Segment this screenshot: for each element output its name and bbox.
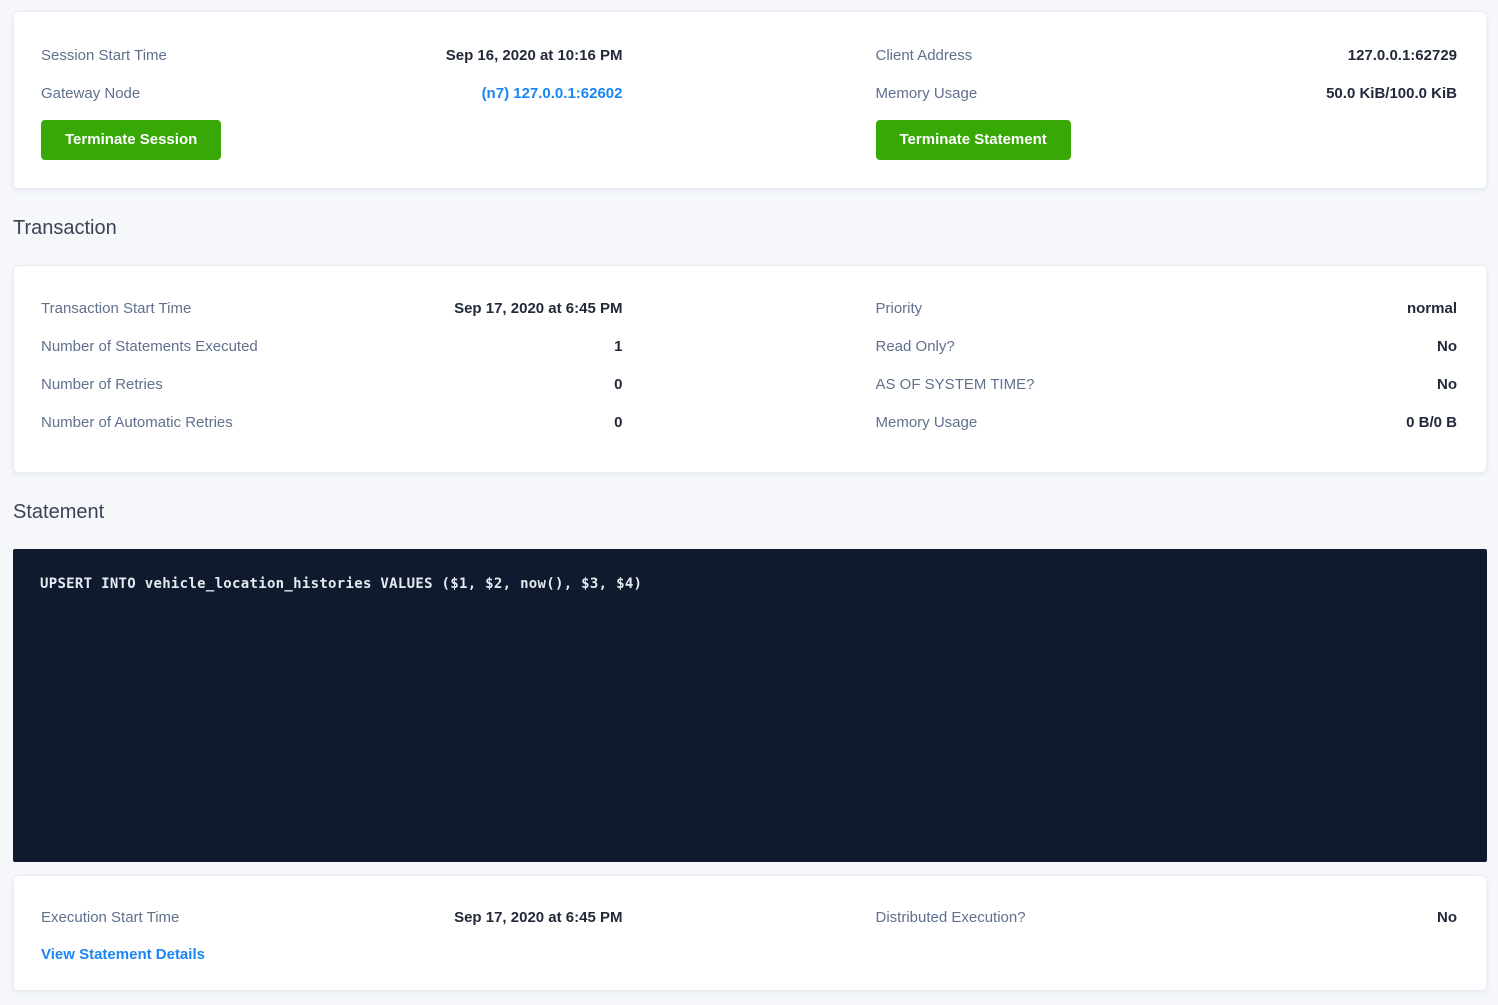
session-memory-usage-row: Memory Usage 50.0 KiB/100.0 KiB <box>876 74 1458 112</box>
sql-statement-text: UPSERT INTO vehicle_location_histories V… <box>40 576 643 592</box>
session-start-time-row: Session Start Time Sep 16, 2020 at 10:16… <box>41 36 623 74</box>
automatic-retries-row: Number of Automatic Retries 0 <box>41 403 623 441</box>
as-of-system-time-row: AS OF SYSTEM TIME? No <box>876 365 1458 403</box>
transaction-card: Transaction Start Time Sep 17, 2020 at 6… <box>13 265 1487 473</box>
automatic-retries-label: Number of Automatic Retries <box>41 413 233 431</box>
execution-start-time-label: Execution Start Time <box>41 908 180 926</box>
transaction-start-time-value: Sep 17, 2020 at 6:45 PM <box>454 299 623 317</box>
statement-details-link-row: View Statement Details <box>41 936 1457 972</box>
read-only-label: Read Only? <box>875 337 955 355</box>
terminate-session-button[interactable]: Terminate Session <box>41 120 222 160</box>
transaction-left-column: Transaction Start Time Sep 17, 2020 at 6… <box>41 289 623 441</box>
automatic-retries-value: 0 <box>614 413 623 431</box>
session-start-time-value: Sep 16, 2020 at 10:16 PM <box>445 46 623 64</box>
session-start-time-label: Session Start Time <box>41 46 167 64</box>
distributed-execution-label: Distributed Execution? <box>875 908 1026 926</box>
retries-label: Number of Retries <box>41 375 163 393</box>
distributed-execution-value: No <box>1437 908 1457 926</box>
execution-details-card: Execution Start Time Sep 17, 2020 at 6:4… <box>13 875 1487 991</box>
gateway-node-link[interactable]: (n7) 127.0.0.1:62602 <box>481 84 623 102</box>
execution-start-time-value: Sep 17, 2020 at 6:45 PM <box>454 908 623 926</box>
session-columns: Session Start Time Sep 16, 2020 at 10:16… <box>41 36 1457 160</box>
client-address-row: Client Address 127.0.0.1:62729 <box>876 36 1458 74</box>
transaction-memory-usage-label: Memory Usage <box>875 413 978 431</box>
terminate-statement-button[interactable]: Terminate Statement <box>875 120 1071 160</box>
session-memory-usage-label: Memory Usage <box>875 84 978 102</box>
priority-row: Priority normal <box>876 289 1458 327</box>
client-address-label: Client Address <box>875 46 973 64</box>
transaction-section-title: Transaction <box>13 217 117 239</box>
retries-row: Number of Retries 0 <box>41 365 623 403</box>
statements-executed-value: 1 <box>614 337 623 355</box>
session-left-column: Session Start Time Sep 16, 2020 at 10:16… <box>41 36 623 160</box>
gateway-node-label: Gateway Node <box>41 84 141 102</box>
read-only-value: No <box>1437 337 1457 355</box>
transaction-columns: Transaction Start Time Sep 17, 2020 at 6… <box>41 289 1457 441</box>
retries-value: 0 <box>614 375 623 393</box>
transaction-memory-usage-value: 0 B/0 B <box>1406 413 1457 431</box>
priority-label: Priority <box>875 299 923 317</box>
transaction-memory-usage-row: Memory Usage 0 B/0 B <box>876 403 1458 441</box>
distributed-execution-row: Distributed Execution? No <box>876 898 1458 936</box>
gateway-node-row: Gateway Node (n7) 127.0.0.1:62602 <box>41 74 623 112</box>
transaction-start-time-label: Transaction Start Time <box>41 299 192 317</box>
read-only-row: Read Only? No <box>876 327 1458 365</box>
client-address-value: 127.0.0.1:62729 <box>1347 46 1457 64</box>
priority-value: normal <box>1406 299 1457 317</box>
transaction-start-time-row: Transaction Start Time Sep 17, 2020 at 6… <box>41 289 623 327</box>
sql-statement-box: UPSERT INTO vehicle_location_histories V… <box>13 549 1487 862</box>
statements-executed-row: Number of Statements Executed 1 <box>41 327 623 365</box>
as-of-system-time-value: No <box>1437 375 1457 393</box>
transaction-right-column: Priority normal Read Only? No AS OF SYST… <box>876 289 1458 441</box>
execution-columns: Execution Start Time Sep 17, 2020 at 6:4… <box>41 898 1457 936</box>
statements-executed-label: Number of Statements Executed <box>41 337 258 355</box>
session-memory-usage-value: 50.0 KiB/100.0 KiB <box>1326 84 1457 102</box>
session-right-column: Client Address 127.0.0.1:62729 Memory Us… <box>875 36 1458 160</box>
statement-section-title: Statement <box>13 501 105 523</box>
view-statement-details-link[interactable]: View Statement Details <box>41 945 205 963</box>
execution-start-time-row: Execution Start Time Sep 17, 2020 at 6:4… <box>41 898 623 936</box>
as-of-system-time-label: AS OF SYSTEM TIME? <box>875 375 1035 393</box>
session-summary-card: Session Start Time Sep 16, 2020 at 10:16… <box>13 11 1487 189</box>
